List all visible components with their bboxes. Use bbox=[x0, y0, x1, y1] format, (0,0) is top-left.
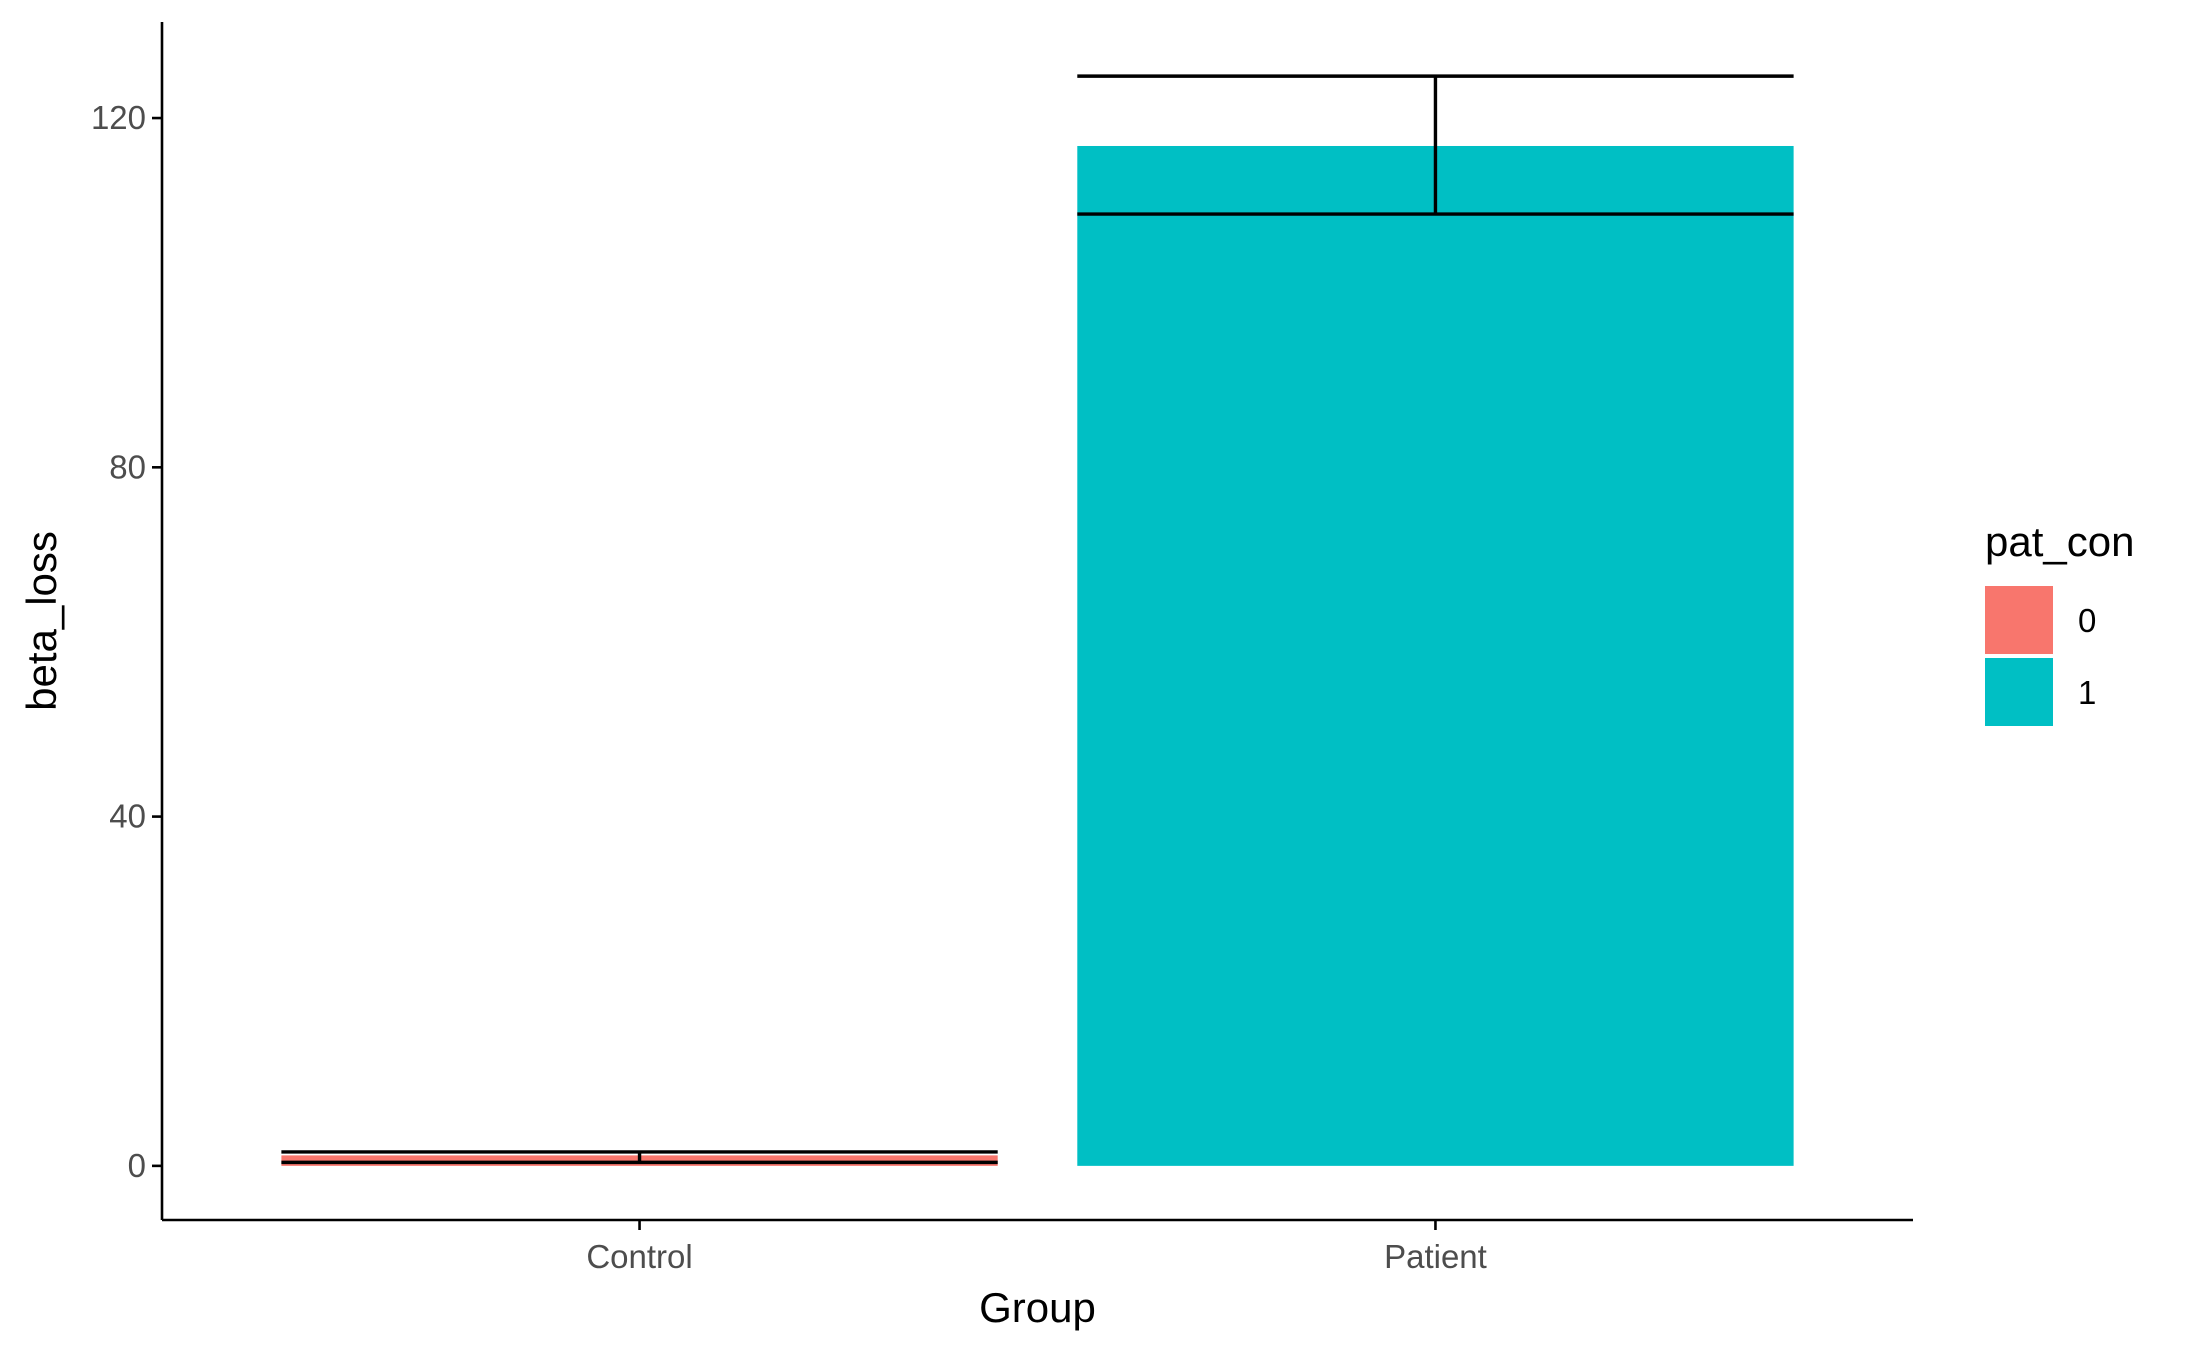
legend-label: 0 bbox=[2078, 602, 2096, 639]
y-ticks: 0 40 80 120 bbox=[91, 99, 162, 1184]
x-ticks: Control Patient bbox=[586, 1220, 1487, 1275]
y-tick-label: 120 bbox=[91, 99, 146, 136]
error-bar-control bbox=[281, 1150, 998, 1165]
legend-swatch bbox=[1985, 658, 2053, 726]
legend-swatch bbox=[1985, 586, 2053, 654]
legend-item: 0 bbox=[1985, 586, 2096, 654]
x-axis-title: Group bbox=[979, 1284, 1096, 1331]
y-axis-title: beta_loss bbox=[18, 531, 65, 711]
y-tick-label: 0 bbox=[128, 1147, 146, 1184]
error-bars-layer bbox=[281, 74, 1794, 1165]
bars-layer bbox=[281, 145, 1794, 1166]
x-tick-label: Patient bbox=[1384, 1238, 1487, 1275]
x-tick-label: Control bbox=[586, 1238, 692, 1275]
error-bar-patient bbox=[1077, 74, 1794, 216]
legend-title: pat_con bbox=[1985, 518, 2134, 565]
legend: pat_con 0 1 bbox=[1985, 518, 2134, 726]
legend-item: 1 bbox=[1985, 658, 2096, 726]
bar-patient bbox=[1077, 145, 1794, 1166]
y-tick-label: 80 bbox=[109, 448, 146, 485]
y-tick-label: 40 bbox=[109, 798, 146, 835]
legend-label: 1 bbox=[2078, 674, 2096, 711]
